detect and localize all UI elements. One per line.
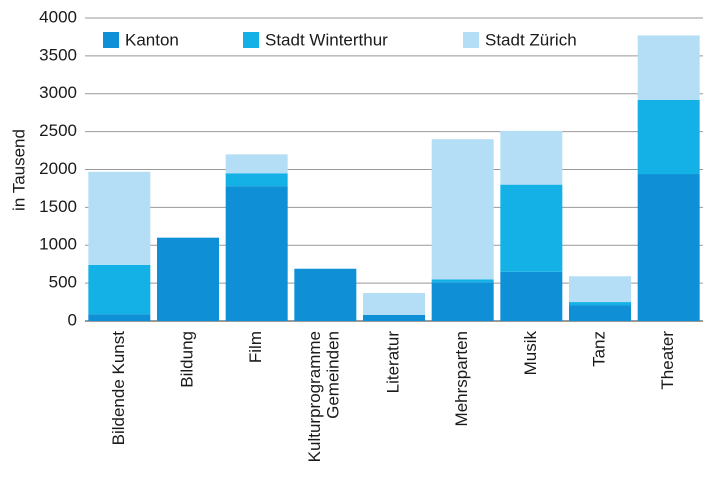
x-tick-label: Theater — [658, 331, 677, 390]
bar-segment — [569, 276, 631, 303]
x-tick-label: KulturprogrammeGemeinden — [305, 331, 343, 462]
bar-segment — [88, 264, 151, 315]
x-tick-label: Literatur — [383, 331, 402, 394]
x-tick-label: Tanz — [589, 331, 608, 367]
bar-segment — [637, 174, 700, 321]
bar-segment — [637, 35, 700, 100]
bar-segment — [157, 237, 219, 321]
y-tick-label: 0 — [68, 310, 77, 329]
y-tick-label: 2000 — [39, 159, 77, 178]
y-tick-label: 3500 — [39, 45, 77, 64]
legend-swatch — [103, 32, 119, 48]
bar-segment — [569, 305, 631, 321]
bar-segment — [569, 302, 631, 306]
x-tick-label: Bildung — [177, 331, 196, 388]
x-tick-label: Musik — [521, 331, 540, 376]
legend-label: Kanton — [125, 30, 179, 49]
y-axis-label: in Tausend — [9, 129, 28, 211]
y-tick-label: 3000 — [39, 83, 77, 102]
x-tick-label: Bildende Kunst — [109, 331, 128, 446]
legend-swatch — [243, 32, 259, 48]
y-tick-label: 1500 — [39, 197, 77, 216]
legend-swatch — [463, 32, 479, 48]
y-tick-label: 500 — [49, 273, 77, 292]
bar-segment — [431, 279, 494, 283]
bar-segment — [88, 171, 151, 265]
bar-segment — [500, 184, 563, 272]
bar-segment — [363, 314, 425, 321]
bar-segment — [500, 271, 563, 321]
bar-segment — [225, 173, 288, 187]
legend-label: Stadt Winterthur — [265, 30, 388, 49]
legend-label: Stadt Zürich — [485, 30, 577, 49]
bar-segment — [500, 130, 563, 185]
bar-segment — [294, 268, 357, 321]
y-tick-label: 1000 — [39, 235, 77, 254]
x-tick-label: Mehrsparten — [452, 331, 471, 426]
bar-segment — [431, 282, 494, 321]
x-tick-label: Film — [246, 331, 265, 363]
bar-segment — [88, 314, 151, 321]
bar-segment — [637, 99, 700, 175]
bar-segment — [431, 139, 494, 280]
y-tick-label: 4000 — [39, 7, 77, 26]
bar-segment — [225, 154, 288, 174]
bar-segment — [225, 186, 288, 321]
bar-segment — [363, 292, 425, 315]
y-tick-label: 2500 — [39, 121, 77, 140]
